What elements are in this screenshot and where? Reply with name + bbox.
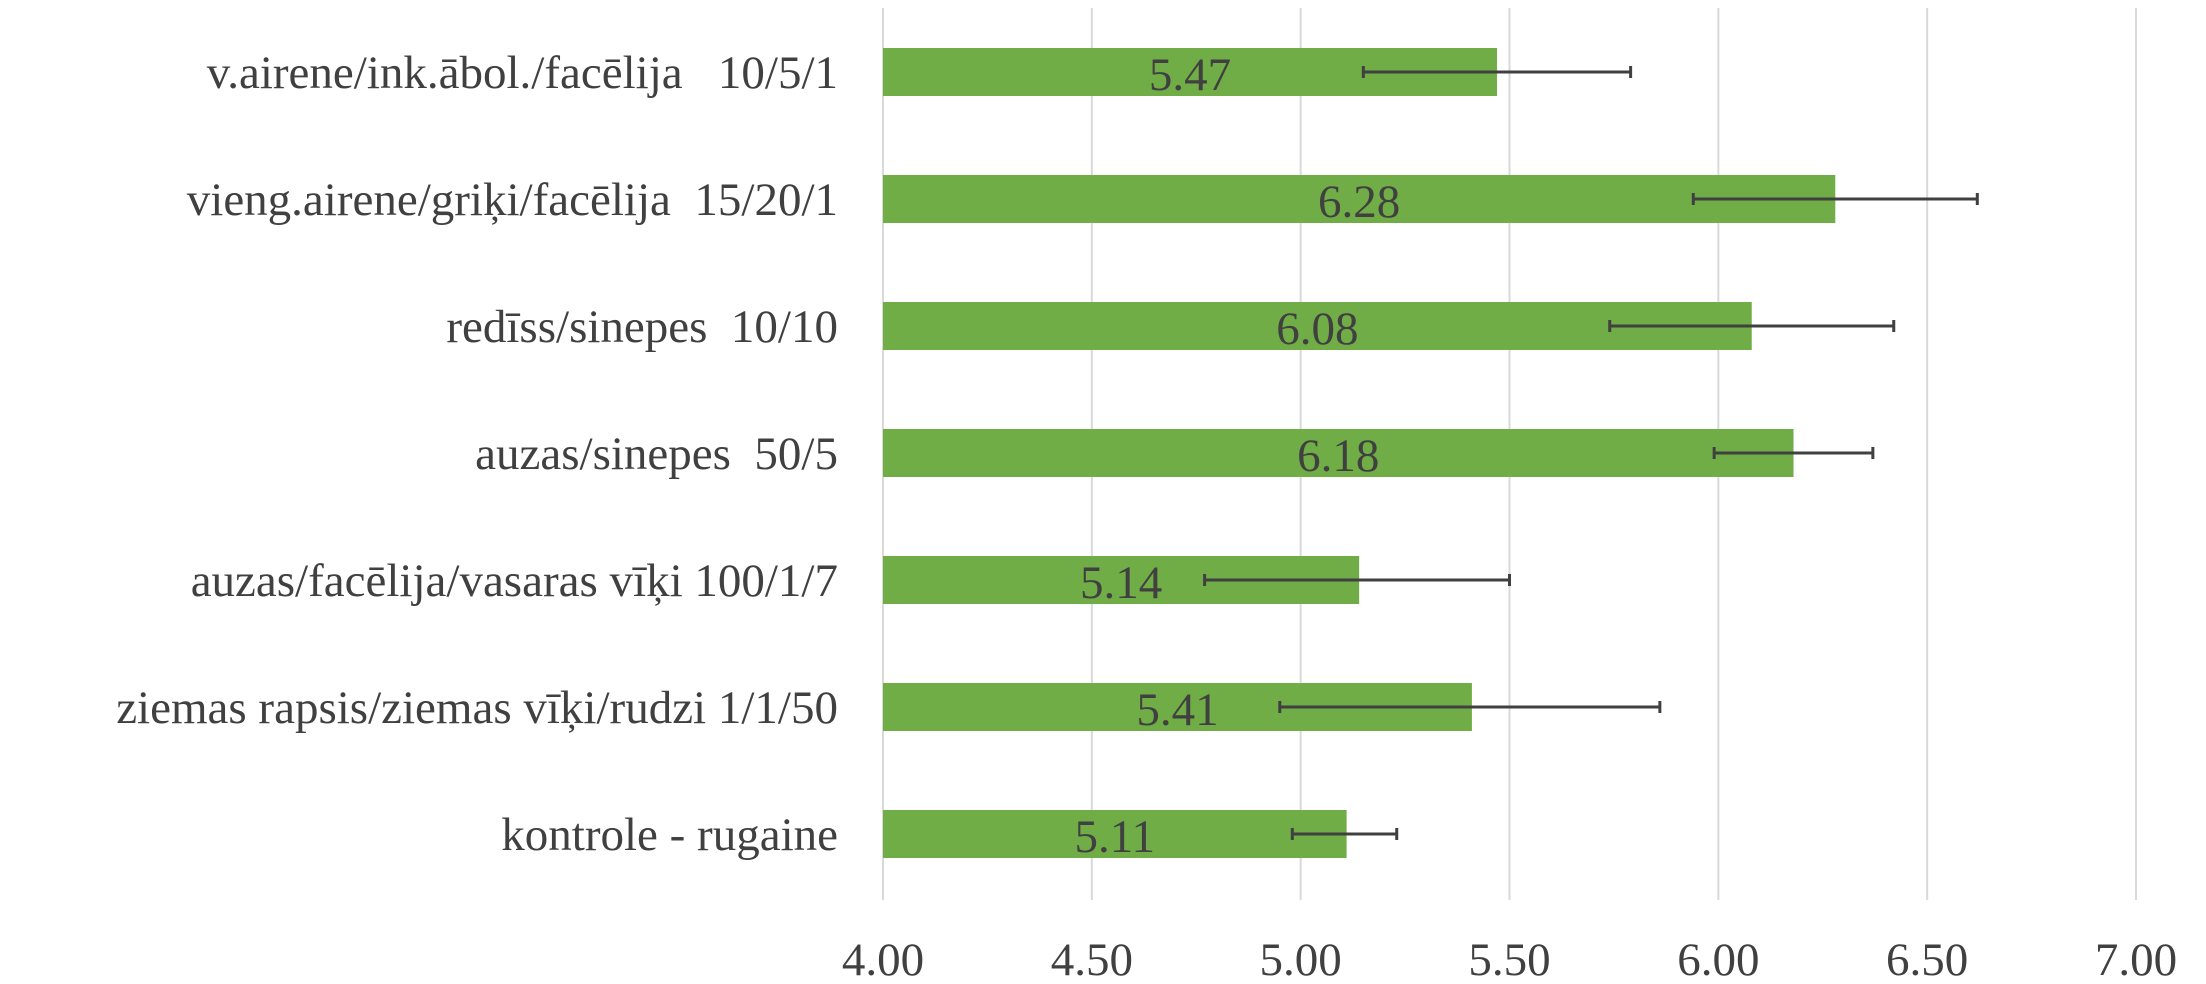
x-tick-label: 6.00	[1677, 934, 1759, 984]
bar	[883, 429, 1794, 477]
value-labels: 5.47 6.28 6.08 6.18 5.14 5.41 5.11	[1075, 49, 1401, 863]
error-bar	[1203, 574, 1511, 586]
error-bar	[1361, 66, 1633, 78]
category-label: auzas/facēlija/vasaras vīķi 100/1/7	[191, 555, 838, 607]
error-bar	[1278, 701, 1662, 713]
data-label: 6.18	[1297, 430, 1379, 482]
x-tick-label: 7.00	[2095, 934, 2177, 984]
bar	[883, 302, 1752, 350]
category-labels: v.airene/ink.ābol./facēlija 10/5/1 vieng.…	[116, 47, 838, 861]
error-bar	[1608, 320, 1896, 332]
category-label: auzas/sinepes 50/5	[475, 428, 838, 480]
x-tick-label: 6.50	[1886, 934, 1968, 984]
error-bar	[1290, 828, 1399, 840]
data-label: 6.08	[1276, 303, 1358, 355]
category-label: ziemas rapsis/ziemas vīķi/rudzi 1/1/50	[116, 682, 838, 734]
data-label: 5.41	[1136, 684, 1218, 736]
x-tick-label: 5.50	[1468, 934, 1550, 984]
data-label: 5.14	[1080, 557, 1162, 609]
data-label: 5.47	[1149, 49, 1231, 101]
error-bar	[1712, 447, 1875, 459]
x-tick-label: 5.00	[1260, 934, 1342, 984]
x-axis-tick-labels: 4.00 4.50 5.00 5.50 6.00 6.50 7.00	[842, 934, 2177, 984]
x-tick-label: 4.00	[842, 934, 924, 984]
category-label: vieng.airene/griķi/facēlija 15/20/1	[187, 174, 838, 226]
category-label: kontrole - rugaine	[501, 809, 838, 861]
bar	[883, 175, 1836, 223]
category-label: redīss/sinepes 10/10	[446, 301, 838, 353]
data-label: 6.28	[1318, 176, 1400, 228]
error-bar	[1691, 193, 1979, 205]
category-label: v.airene/ink.ābol./facēlija 10/5/1	[207, 47, 838, 99]
data-label: 5.11	[1075, 811, 1156, 863]
bar	[883, 810, 1347, 858]
x-tick-label: 4.50	[1051, 934, 1133, 984]
error-bars	[1203, 66, 1979, 840]
